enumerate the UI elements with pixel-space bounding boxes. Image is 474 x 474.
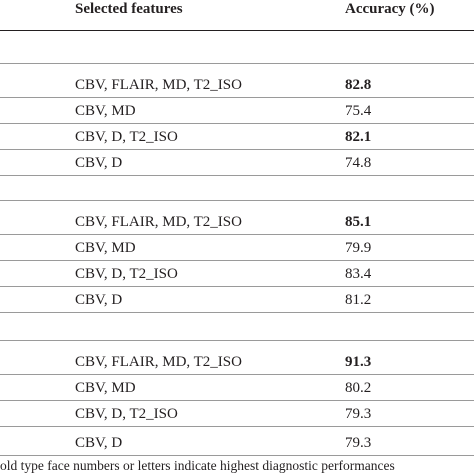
row-rule [0,312,474,313]
accuracy-cell: 75.4 [345,103,372,119]
row-rule [0,455,474,456]
accuracy-cell: 79.3 [345,406,372,422]
row-rule [0,149,474,150]
row-rule [0,260,474,261]
feature-cell: CBV, D, T2_ISO [75,406,178,422]
group-rule [0,63,474,64]
row-rule [0,234,474,235]
accuracy-cell: 79.9 [345,240,372,256]
feature-cell: CBV, D [75,155,123,171]
accuracy-cell: 83.4 [345,266,372,282]
feature-cell: CBV, FLAIR, MD, T2_ISO [75,214,242,230]
group-rule [0,200,474,201]
feature-cell: CBV, D [75,292,123,308]
row-rule [0,400,474,401]
feature-cell: CBV, MD [75,380,136,396]
row-rule [0,286,474,287]
accuracy-cell: 79.3 [345,435,372,451]
feature-cell: CBV, FLAIR, MD, T2_ISO [75,77,242,93]
feature-cell: CBV, D, T2_ISO [75,129,178,145]
feature-cell: CBV, D [75,435,123,451]
table-footnote: old type face numbers or letters indicat… [0,458,395,473]
row-rule [0,426,474,427]
row-rule [0,97,474,98]
feature-cell: CBV, MD [75,240,136,256]
header-rule [0,30,474,31]
accuracy-cell: 80.2 [345,380,372,396]
header-features: Selected features [75,1,183,17]
feature-cell: CBV, FLAIR, MD, T2_ISO [75,354,242,370]
group-rule [0,340,474,341]
accuracy-cell: 81.2 [345,292,372,308]
accuracy-cell: 85.1 [345,214,372,230]
feature-cell: CBV, D, T2_ISO [75,266,178,282]
header-accuracy: Accuracy (%) [345,1,435,17]
accuracy-cell: 91.3 [345,354,372,370]
row-rule [0,175,474,176]
feature-cell: CBV, MD [75,103,136,119]
accuracy-cell: 74.8 [345,155,372,171]
row-rule [0,123,474,124]
accuracy-cell: 82.1 [345,129,372,145]
accuracy-cell: 82.8 [345,77,372,93]
row-rule [0,374,474,375]
